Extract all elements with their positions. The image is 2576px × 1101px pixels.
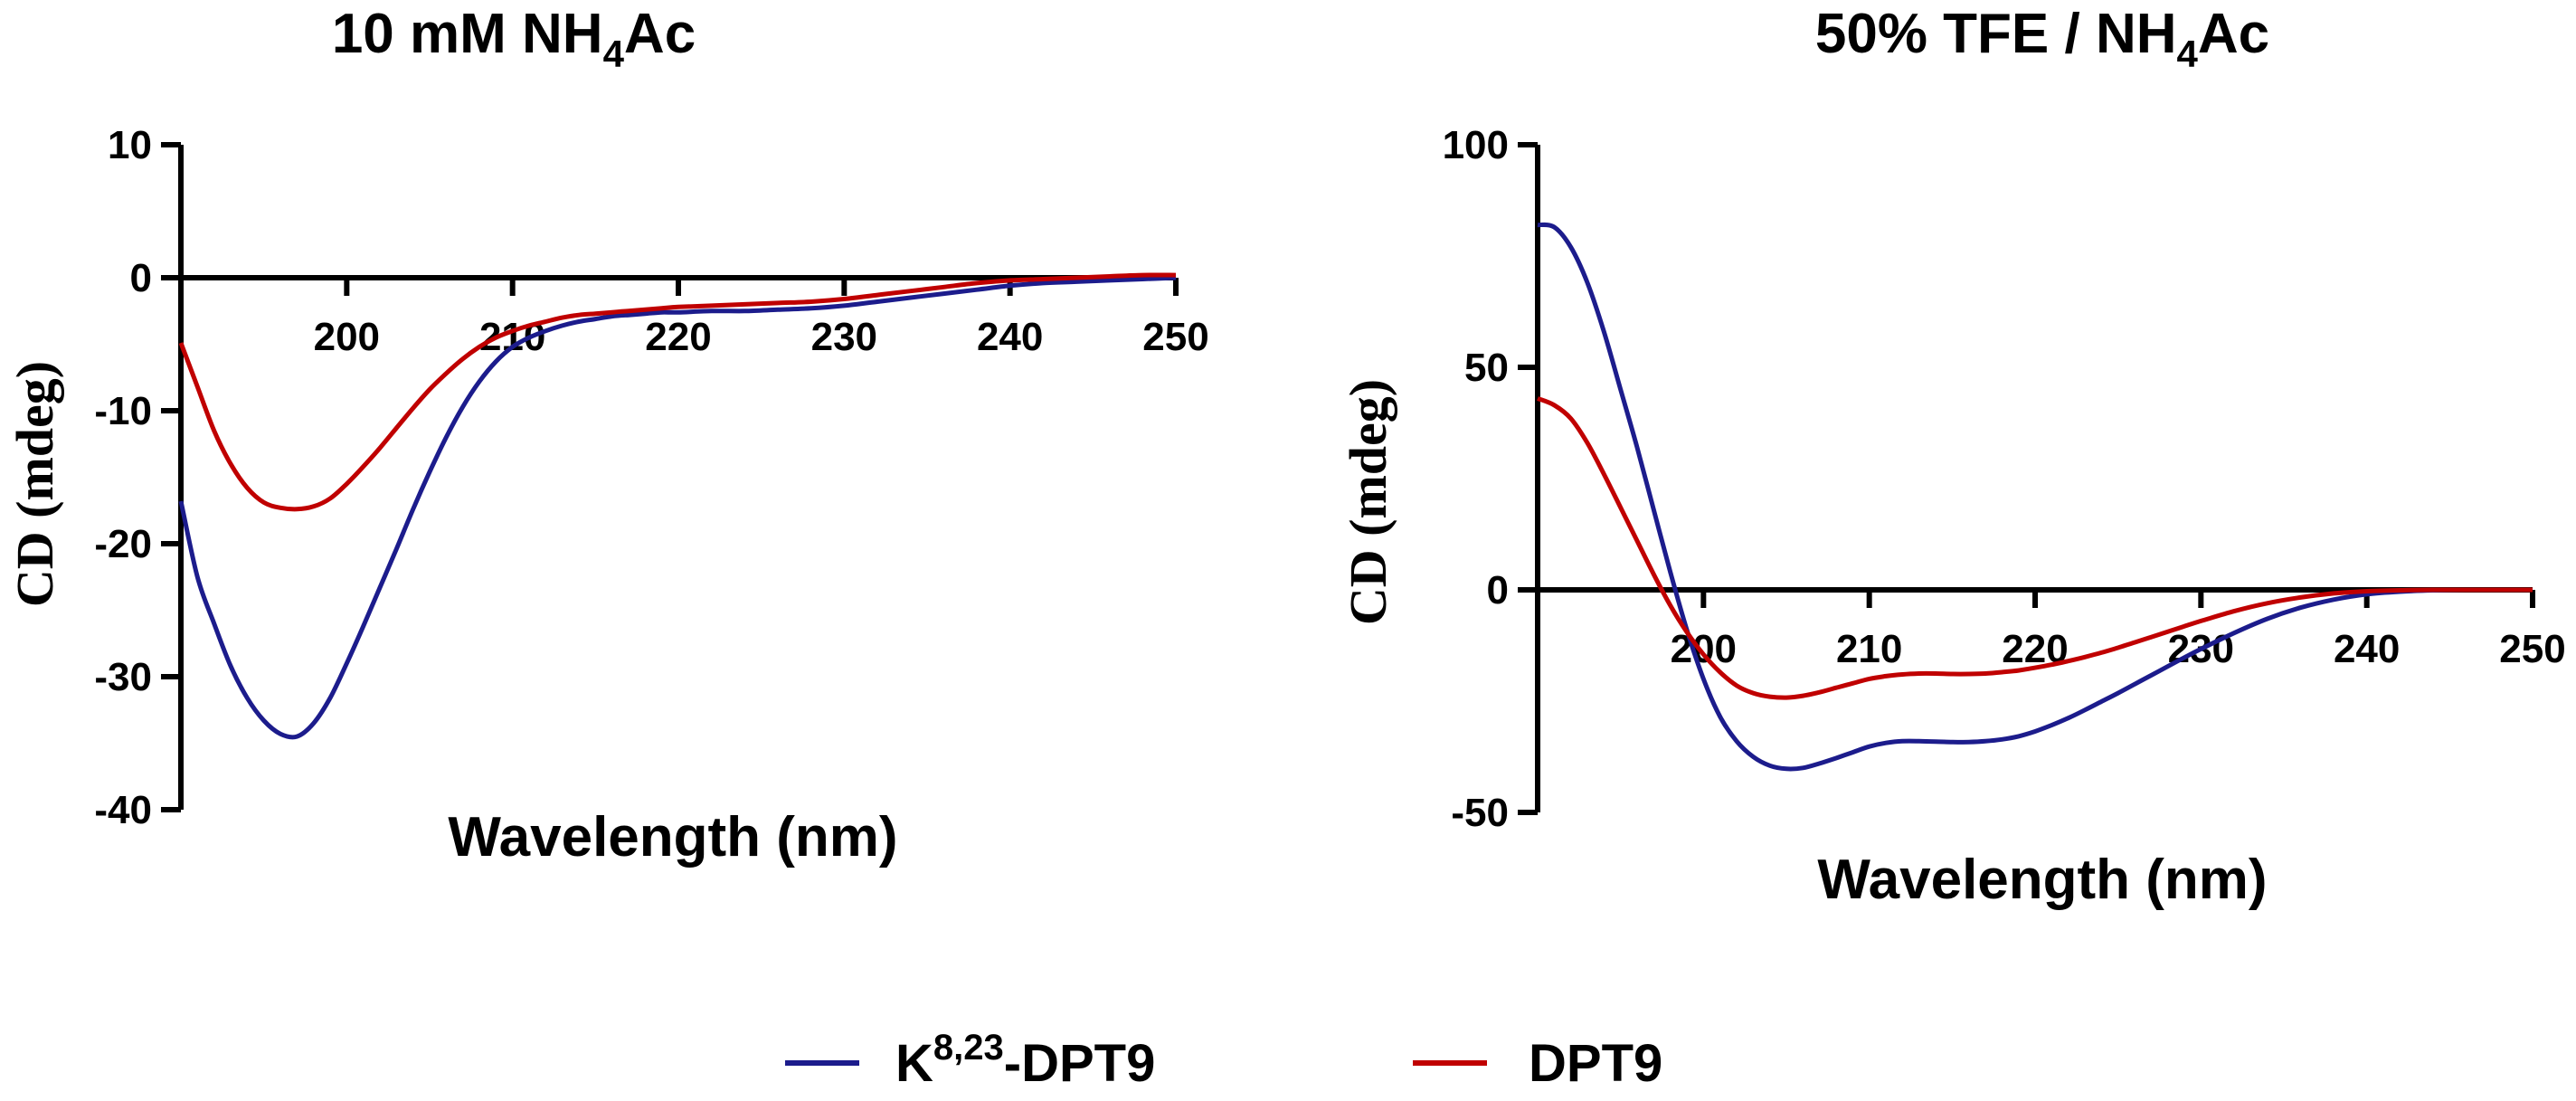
chart-panel-right: 50% TFE / NH4Ac Wavelength (nm) CD (mdeg… (1339, 3, 2566, 911)
y-axis-title-right: CD (mdeg) (1339, 379, 1397, 625)
legend-item-dpt9: DPT9 (1413, 1034, 1662, 1093)
x-tick-label-left-250: 250 (1142, 315, 1208, 359)
y-tick-label-right-50: -50 (1451, 791, 1509, 835)
x-axis-title-left: Wavelength (nm) (448, 806, 897, 868)
x-tick-label-right-200: 200 (1671, 627, 1737, 671)
x-tick-label-left-220: 220 (645, 315, 711, 359)
x-tick-label-left-230: 230 (811, 315, 877, 359)
y-tick-label-left-30: -30 (94, 655, 152, 699)
y-tick-label-right-50: 50 (1464, 346, 1509, 390)
series-line-k8-23-dpt9-right (1537, 222, 2533, 772)
y-tick-label-right-0: 0 (1487, 568, 1509, 612)
y-tick-label-left-40: -40 (94, 788, 152, 832)
y-tick-label-left-10: -10 (94, 389, 152, 433)
y-tick-label-left-0: 0 (130, 256, 152, 300)
series-group-right (1537, 222, 2533, 772)
x-tick-label-right-250: 250 (2499, 627, 2565, 671)
series-line-dpt9-left (178, 272, 1177, 512)
x-tick-label-right-240: 240 (2334, 627, 2400, 671)
y-tick-label-left-20: -20 (94, 522, 152, 566)
series-line-k8-23-dpt9-left (178, 275, 1177, 740)
series-line-dpt9-right (1537, 396, 2533, 700)
x-axis-title-right: Wavelength (nm) (1817, 849, 2267, 911)
legend-item-k823-dpt9: K8,23-DPT9 (785, 1028, 1155, 1093)
series-group-left (178, 272, 1177, 740)
legend: K8,23-DPT9 DPT9 (785, 1028, 1662, 1093)
legend-label-dpt9: DPT9 (1529, 1034, 1662, 1093)
y-axis-title-left: CD (mdeg) (5, 361, 64, 607)
x-tick-label-left-200: 200 (314, 315, 380, 359)
x-tick-label-right-210: 210 (1836, 627, 1902, 671)
chart-title-left: 10 mM NH4Ac (332, 3, 696, 75)
legend-label-k823-dpt9: K8,23-DPT9 (895, 1028, 1155, 1093)
chart-panel-left: 10 mM NH4Ac Wavelength (nm) CD (mdeg) 10… (5, 3, 1209, 868)
y-tick-label-left-10: 10 (108, 123, 152, 167)
y-tick-label-right-100: 100 (1443, 123, 1509, 167)
chart-title-right: 50% TFE / NH4Ac (1815, 3, 2269, 75)
x-tick-label-left-240: 240 (977, 315, 1043, 359)
